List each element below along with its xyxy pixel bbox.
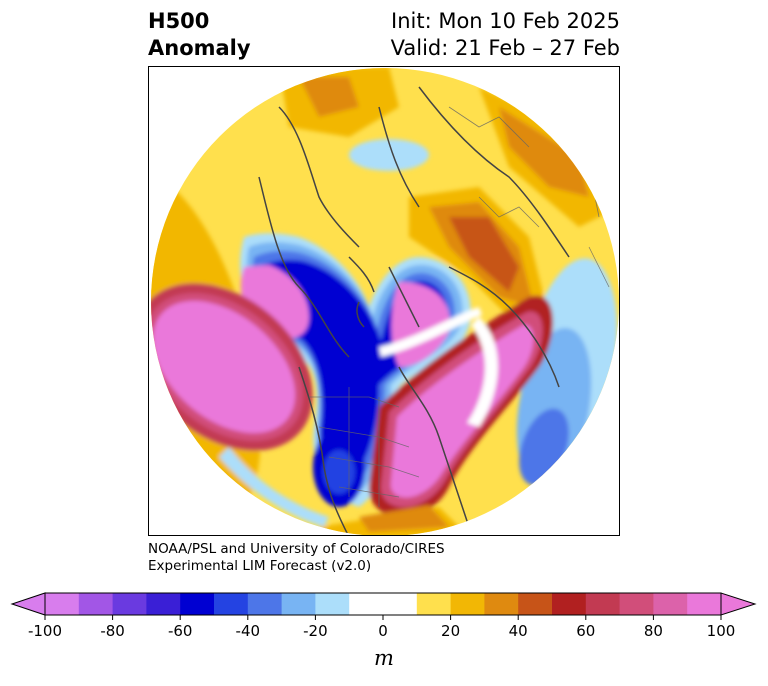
political-borders bbox=[309, 106, 610, 507]
colorbar-segment bbox=[247, 593, 283, 615]
colorbar-ticks: -100 -80 -60 -40 -20 0 20 40 60 80 100 bbox=[28, 615, 735, 640]
colorbar-segment bbox=[180, 593, 215, 615]
colorbar-tick-label: -80 bbox=[100, 622, 125, 640]
colorbar-segment bbox=[585, 593, 621, 615]
colorbar-tick-label: 20 bbox=[441, 622, 460, 640]
colorbar-segment bbox=[383, 593, 418, 615]
colorbar-tick-label: 60 bbox=[576, 622, 595, 640]
colorbar-tick-label: -60 bbox=[168, 622, 193, 640]
credits-line-2: Experimental LIM Forecast (v2.0) bbox=[148, 558, 372, 574]
credits-line-1: NOAA/PSL and University of Colorado/CIRE… bbox=[148, 541, 445, 557]
colorbar-min-extend bbox=[10, 592, 46, 616]
colorbar-segment bbox=[78, 593, 114, 615]
map-title: H500 Anomaly bbox=[148, 8, 251, 62]
valid-date: Valid: 21 Feb – 27 Feb bbox=[390, 36, 620, 60]
colorbar: -100 -80 -60 -40 -20 0 20 40 60 80 100 bbox=[0, 585, 768, 640]
colorbar-tick-label: 0 bbox=[378, 622, 388, 640]
colorbar-segment bbox=[146, 593, 181, 615]
colorbar-segment bbox=[349, 593, 384, 615]
colorbar-tick-label: -40 bbox=[236, 622, 261, 640]
colorbar-max-extend bbox=[720, 592, 757, 616]
colorbar-svg: -100 -80 -60 -40 -20 0 20 40 60 80 100 bbox=[10, 592, 757, 640]
coastlines bbox=[258, 86, 570, 535]
colorbar-segment bbox=[45, 593, 80, 615]
map-panel bbox=[148, 66, 620, 536]
anomaly-map bbox=[151, 68, 619, 535]
colorbar-tick-label: 40 bbox=[509, 622, 528, 640]
colorbar-segment bbox=[450, 593, 485, 615]
colorbar-segment bbox=[416, 593, 452, 615]
colorbar-segment bbox=[112, 593, 147, 615]
colorbar-segment bbox=[552, 593, 587, 615]
forecast-dates: Init: Mon 10 Feb 2025 Valid: 21 Feb – 27… bbox=[391, 8, 620, 62]
colorbar-tick-label: 80 bbox=[644, 622, 663, 640]
colorbar-segment bbox=[281, 593, 316, 615]
title-line-1: H500 bbox=[148, 9, 210, 33]
colorbar-segment bbox=[484, 593, 519, 615]
colorbar-unit-label: m bbox=[374, 646, 394, 670]
colorbar-tick-label: 100 bbox=[707, 622, 736, 640]
anomaly-field bbox=[151, 68, 619, 535]
colorbar-segment bbox=[619, 593, 654, 615]
colorbar-segment bbox=[315, 593, 350, 615]
colorbar-segment bbox=[653, 593, 688, 615]
title-line-2: Anomaly bbox=[148, 36, 251, 60]
colorbar-tick-label: -100 bbox=[28, 622, 62, 640]
colorbar-tick-label: -20 bbox=[303, 622, 328, 640]
colorbar-segment bbox=[687, 593, 722, 615]
colorbar-segments bbox=[10, 592, 757, 616]
credits: NOAA/PSL and University of Colorado/CIRE… bbox=[148, 541, 445, 575]
colorbar-segment bbox=[518, 593, 553, 615]
colorbar-segment bbox=[214, 593, 249, 615]
init-date: Init: Mon 10 Feb 2025 bbox=[391, 9, 620, 33]
